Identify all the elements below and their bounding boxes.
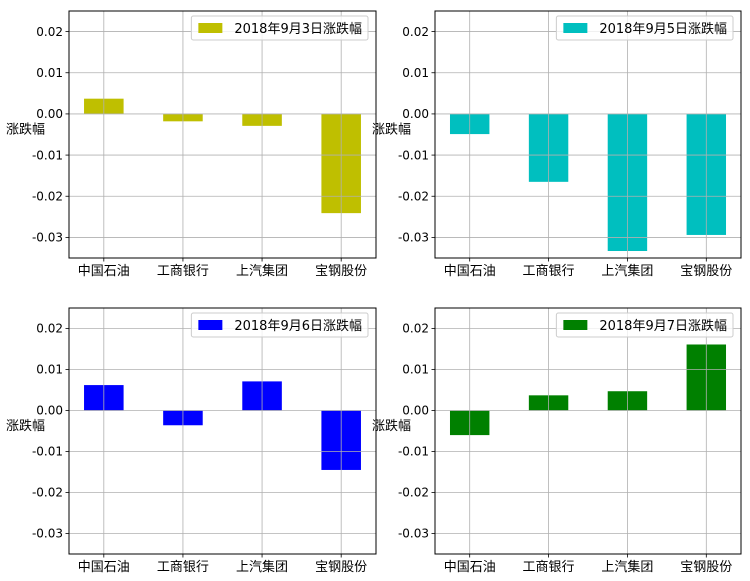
grid <box>69 308 376 554</box>
x-tick-label: 工商银行 <box>523 264 575 279</box>
axes-frame <box>434 10 742 259</box>
axes-frame <box>434 307 742 555</box>
y-axis-label: 涨跌幅 <box>372 122 411 138</box>
x-axis: 中国石油 工商银行 上汽集团 宝钢股份 <box>78 258 367 279</box>
y-tick-label: 0.00 <box>402 404 429 418</box>
y-axis: 0.02 0.01 0.00 -0.01 -0.02 -0.03 涨跌幅 <box>372 322 435 541</box>
legend-swatch <box>563 23 588 33</box>
y-tick-label: 0.00 <box>36 404 63 418</box>
y-tick-label: -0.02 <box>398 189 429 203</box>
y-tick-label: 0.01 <box>402 363 429 377</box>
x-tick-label: 工商银行 <box>523 560 575 575</box>
x-tick-label: 宝钢股份 <box>315 264 367 279</box>
legend-box <box>190 312 369 338</box>
x-tick-label: 上汽集团 <box>601 263 653 279</box>
y-axis: 0.02 0.01 0.00 -0.01 -0.02 -0.03 涨跌幅 <box>372 25 435 245</box>
y-tick-label: -0.01 <box>398 148 429 162</box>
x-tick-label: 中国石油 <box>444 264 496 279</box>
axes-frame <box>68 10 377 259</box>
x-tick-label: 宝钢股份 <box>680 264 732 279</box>
y-tick-label: -0.03 <box>32 527 63 541</box>
x-tick-label: 上汽集团 <box>601 559 653 575</box>
y-tick-label: 0.01 <box>36 363 63 377</box>
y-tick-label: 0.02 <box>402 322 429 336</box>
legend-label: 2018年9月6日涨跌幅 <box>234 318 362 334</box>
y-tick-label: 0.02 <box>36 25 63 39</box>
legend: 2018年9月7日涨跌幅 <box>555 312 734 338</box>
legend-swatch <box>198 23 223 33</box>
y-axis-label: 涨跌幅 <box>6 418 45 434</box>
x-tick-label: 中国石油 <box>78 264 130 279</box>
y-axis-label: 涨跌幅 <box>6 122 45 138</box>
x-axis: 中国石油 工商银行 上汽集团 宝钢股份 <box>444 258 732 279</box>
y-tick-label: 0.02 <box>402 25 429 39</box>
x-axis: 中国石油 工商银行 上汽集团 宝钢股份 <box>444 554 732 575</box>
y-tick-label: 0.00 <box>402 107 429 121</box>
legend-box <box>555 15 734 41</box>
x-axis: 中国石油 工商银行 上汽集团 宝钢股份 <box>78 554 367 575</box>
y-tick-label: -0.02 <box>398 486 429 500</box>
axes-frame <box>68 307 377 555</box>
y-tick-label: -0.03 <box>398 231 429 245</box>
y-tick-label: -0.02 <box>32 486 63 500</box>
y-tick-label: 0.02 <box>36 322 63 336</box>
legend-box <box>190 15 369 41</box>
x-tick-label: 工商银行 <box>157 264 209 279</box>
y-tick-label: -0.01 <box>32 445 63 459</box>
y-tick-label: 0.01 <box>402 66 429 80</box>
legend-swatch <box>198 320 223 330</box>
y-tick-label: -0.03 <box>398 527 429 541</box>
x-tick-label: 上汽集团 <box>236 263 288 279</box>
x-tick-label: 宝钢股份 <box>315 560 367 575</box>
legend: 2018年9月3日涨跌幅 <box>190 15 369 41</box>
y-tick-label: 0.01 <box>36 66 63 80</box>
legend-box <box>555 312 734 338</box>
legend: 2018年9月6日涨跌幅 <box>190 312 369 338</box>
y-tick-label: -0.01 <box>32 148 63 162</box>
y-tick-label: -0.03 <box>32 231 63 245</box>
x-tick-label: 中国石油 <box>444 560 496 575</box>
legend-swatch <box>563 320 588 330</box>
y-axis: 0.02 0.01 0.00 -0.01 -0.02 -0.03 涨跌幅 <box>6 322 69 541</box>
x-tick-label: 宝钢股份 <box>680 560 732 575</box>
y-tick-label: -0.01 <box>398 445 429 459</box>
y-tick-label: -0.02 <box>32 189 63 203</box>
legend-label: 2018年9月5日涨跌幅 <box>599 21 727 37</box>
grid <box>69 11 376 258</box>
legend: 2018年9月5日涨跌幅 <box>555 15 734 41</box>
x-tick-label: 工商银行 <box>157 560 209 575</box>
y-axis-label: 涨跌幅 <box>372 418 411 434</box>
y-tick-label: 0.00 <box>36 107 63 121</box>
x-tick-label: 中国石油 <box>78 560 130 575</box>
y-axis: 0.02 0.01 0.00 -0.01 -0.02 -0.03 涨跌幅 <box>6 25 69 245</box>
legend-label: 2018年9月3日涨跌幅 <box>234 21 362 37</box>
legend-label: 2018年9月7日涨跌幅 <box>599 318 727 334</box>
x-tick-label: 上汽集团 <box>236 559 288 575</box>
